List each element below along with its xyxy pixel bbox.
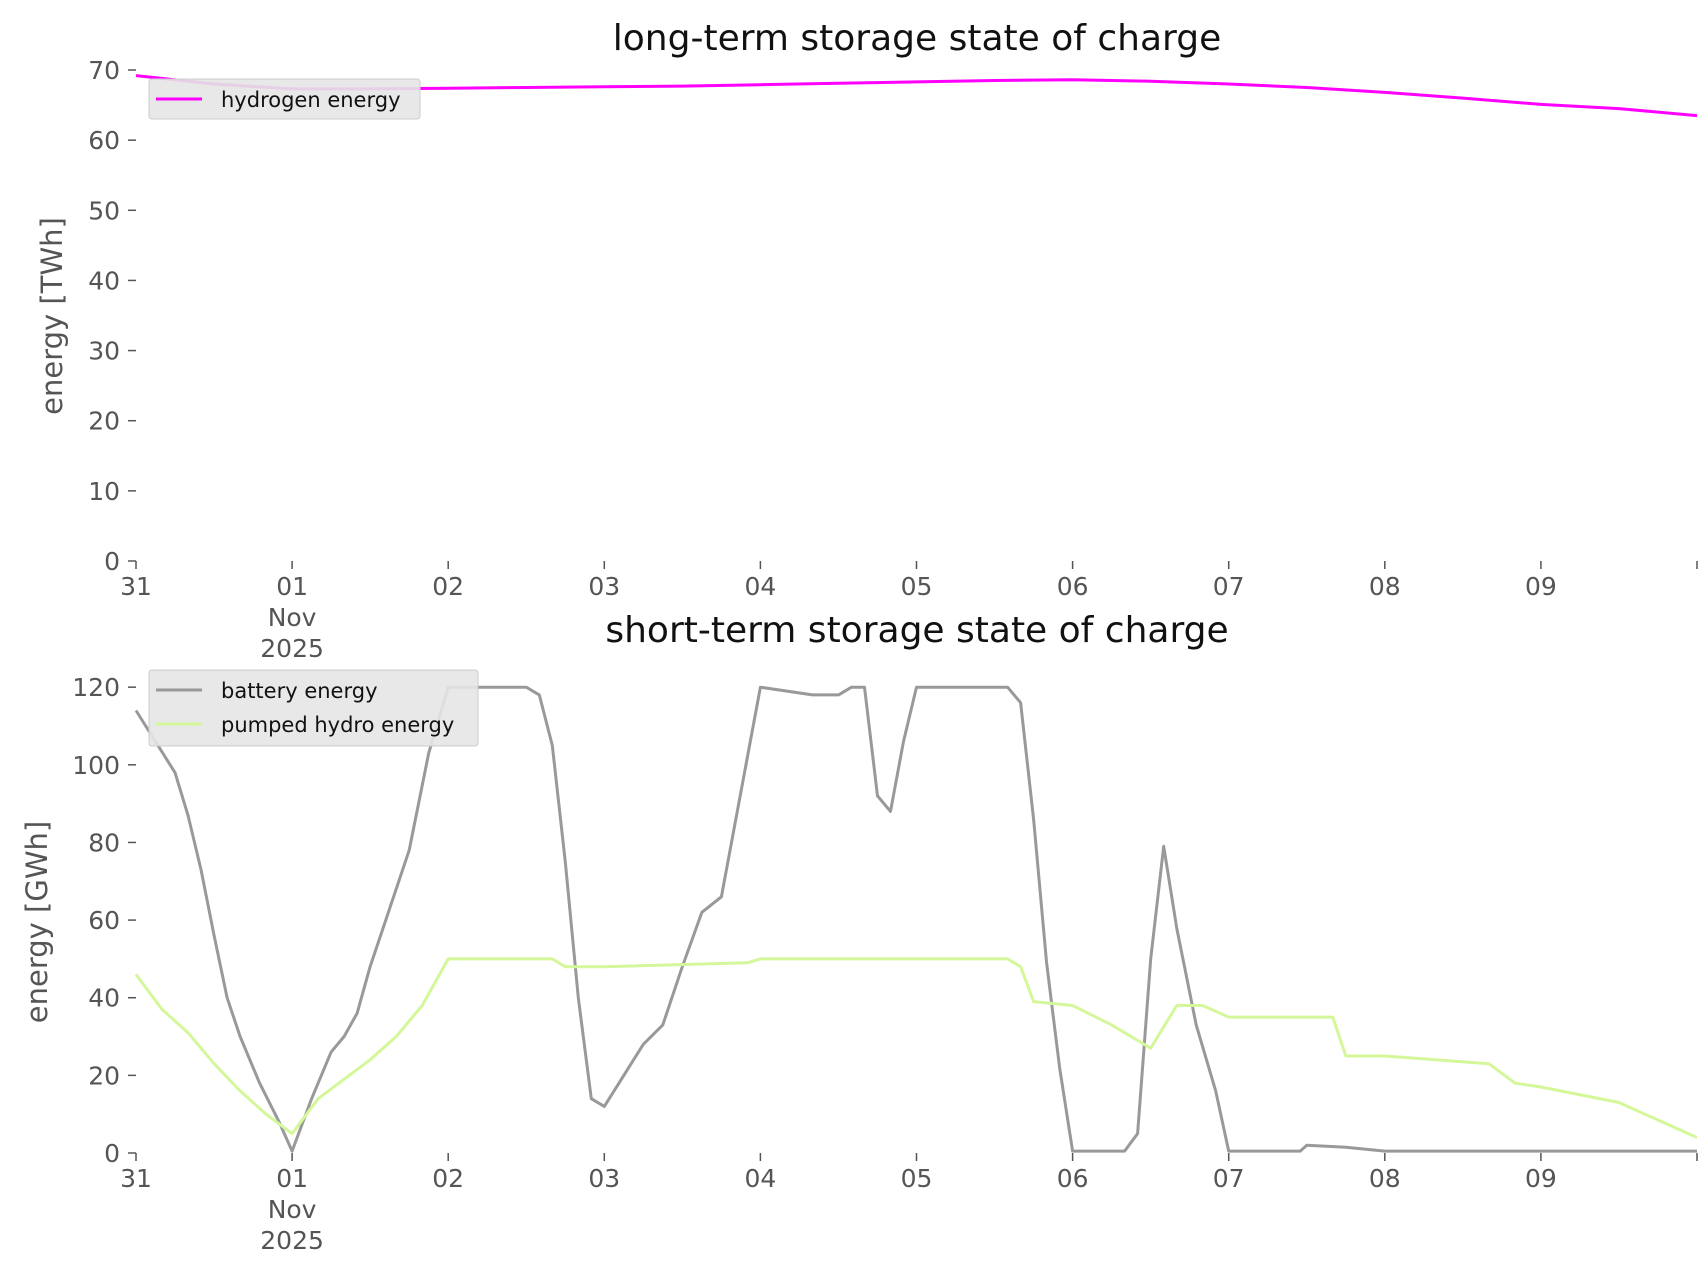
- x-tick-label: 06: [1057, 572, 1089, 601]
- y-tick-label: 40: [88, 266, 120, 295]
- x-tick-label: 06: [1057, 1164, 1089, 1193]
- x-tick-label: 05: [901, 572, 933, 601]
- legend-box: [148, 78, 421, 120]
- x-tick-label: 05: [901, 1164, 933, 1193]
- x-tick-label: 03: [588, 572, 620, 601]
- y-tick-label: 0: [104, 547, 120, 576]
- x-tick-label: 01: [276, 1164, 308, 1193]
- y-tick-label: 10: [88, 477, 120, 506]
- y-axis-label: energy [GWh]: [20, 821, 54, 1023]
- long-term-chart: long-term storage state of charge energy…: [35, 18, 1698, 663]
- y-tick-label: 120: [72, 673, 120, 702]
- series-line-0: [134, 685, 1697, 1153]
- x-tick-label: 07: [1213, 1164, 1245, 1193]
- y-tick-label: 80: [88, 828, 120, 857]
- series-lines: [134, 685, 1698, 1153]
- x-tick-label: 31: [120, 1164, 152, 1193]
- x-tick-label: 31: [120, 572, 152, 601]
- x-tick-label: 09: [1525, 1164, 1557, 1193]
- x-tick-label: Nov: [268, 1195, 317, 1224]
- legend-label: battery energy: [221, 679, 378, 703]
- x-tick-label: 08: [1369, 572, 1401, 601]
- y-tick-label: 30: [88, 337, 120, 366]
- x-tick-label: 01: [276, 572, 308, 601]
- x-tick-label: 2025: [260, 634, 324, 663]
- y-tick-label: 100: [72, 751, 120, 780]
- x-tick-label: 02: [432, 1164, 464, 1193]
- y-tick-label: 60: [88, 126, 120, 155]
- x-tick-label: 08: [1369, 1164, 1401, 1193]
- x-tick-label: 07: [1213, 572, 1245, 601]
- y-tick-label: 60: [88, 906, 120, 935]
- short-term-chart: short-term storage state of charge energ…: [20, 610, 1698, 1255]
- series-line-1: [134, 957, 1698, 1139]
- y-tick-label: 0: [104, 1139, 120, 1168]
- legend: battery energy pumped hydro energy: [148, 669, 479, 747]
- y-axis-label: energy [TWh]: [35, 217, 69, 415]
- y-tick-label: 40: [88, 984, 120, 1013]
- x-tick-label: 09: [1525, 572, 1557, 601]
- legend-label: hydrogen energy: [221, 88, 401, 112]
- legend-label: pumped hydro energy: [221, 713, 454, 737]
- y-tick-label: 20: [88, 407, 120, 436]
- x-tick-label: 03: [588, 1164, 620, 1193]
- chart-title: long-term storage state of charge: [613, 18, 1221, 59]
- y-tick-label: 50: [88, 196, 120, 225]
- y-tick-label: 70: [88, 56, 120, 85]
- legend: hydrogen energy: [148, 78, 421, 120]
- legend-box: [148, 669, 479, 747]
- y-tick-label: 20: [88, 1061, 120, 1090]
- x-tick-label: 2025: [260, 1226, 324, 1255]
- x-tick-label: Nov: [268, 603, 317, 632]
- chart-title: short-term storage state of charge: [605, 610, 1228, 651]
- x-tick-label: 02: [432, 572, 464, 601]
- x-tick-label: 04: [744, 572, 776, 601]
- x-tick-label: 04: [744, 1164, 776, 1193]
